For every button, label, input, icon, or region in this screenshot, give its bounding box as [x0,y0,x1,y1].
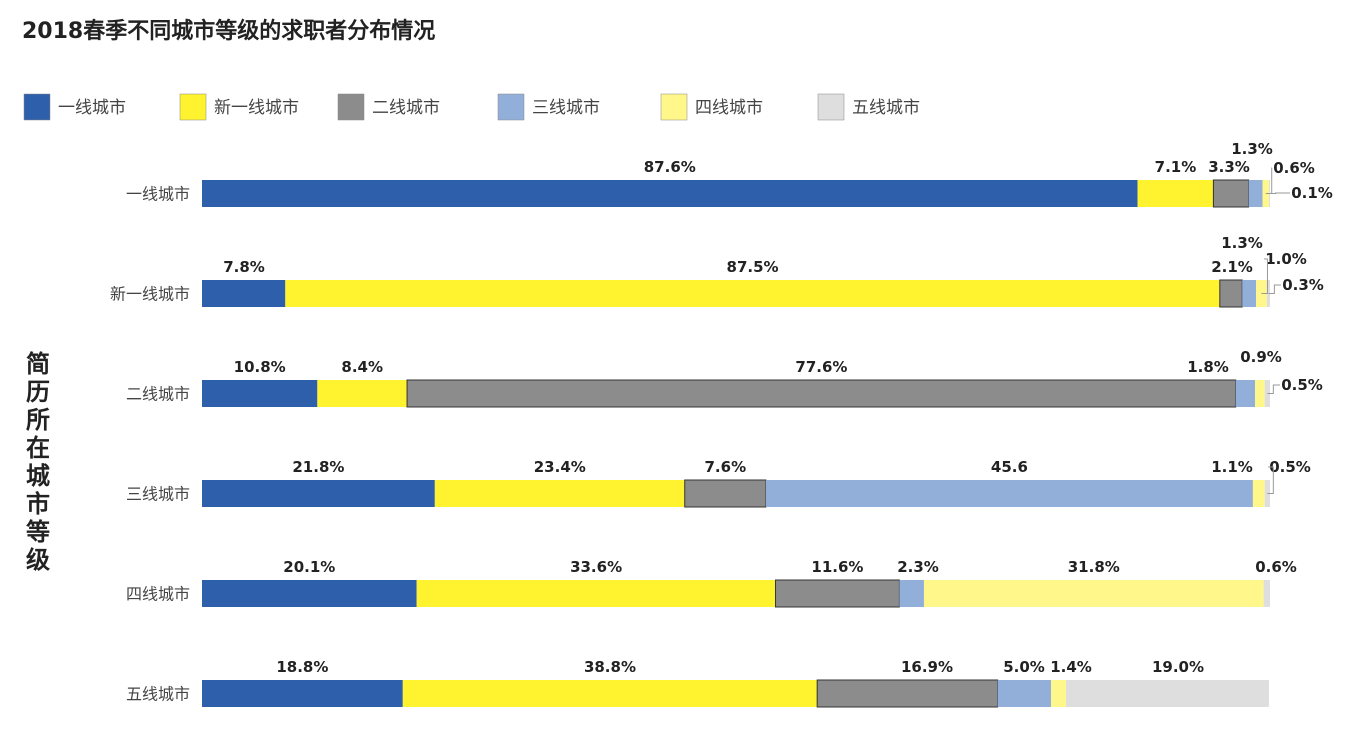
value-label: 16.9% [901,658,953,676]
legend: 一线城市 新一线城市 二线城市 三线城市 四线城市 五线城市 [23,93,920,121]
leader-line [1269,192,1290,194]
value-label: 11.6% [811,558,863,576]
bar-segment [202,680,403,707]
leader-line [1267,466,1274,494]
bar-segment [1066,680,1269,707]
bar-segment [434,480,685,507]
value-label: 0.3% [1282,276,1324,294]
category-label: 三线城市 [126,485,190,504]
leader-line [1268,284,1281,294]
value-label: 1.3% [1231,140,1273,158]
value-label: 31.8% [1068,558,1120,576]
bar-segment [1248,180,1263,207]
legend-swatch-3 [337,93,365,121]
leader-line [1265,167,1273,194]
value-label: 1.1% [1211,458,1253,476]
value-label: 21.8% [292,458,344,476]
bar-segment [684,479,767,508]
bar-segment [1051,680,1067,707]
value-label: 33.6% [570,558,622,576]
bar-segment [1212,179,1250,208]
value-label: 10.8% [234,358,286,376]
category-label: 四线城市 [126,585,190,604]
bar-segment [1263,580,1270,607]
y-axis-label: 简历所在城市等级 [26,350,50,574]
value-label: 8.4% [341,358,383,376]
category-label: 一线城市 [126,185,190,204]
value-label: 3.3% [1208,158,1250,176]
legend-swatch-4 [497,93,525,121]
value-label: 20.1% [283,558,335,576]
bar-segment [1219,279,1243,308]
bar-segment [765,480,1253,507]
value-label: 2.1% [1211,258,1253,276]
value-label: 87.6% [644,158,696,176]
value-label: 38.8% [584,658,636,676]
bar-segment [997,680,1052,707]
bar-segment [1235,380,1256,407]
bar-segment [416,580,776,607]
legend-label-5: 四线城市 [695,98,763,118]
value-label: 7.6% [705,458,747,476]
bar-segment [202,580,417,607]
value-label: 0.9% [1240,348,1282,366]
value-label: 0.6% [1255,558,1297,576]
value-label: 0.5% [1269,458,1311,476]
chart-title: 2018春季不同城市等级的求职者分布情况 [22,18,435,44]
value-label: 1.4% [1050,658,1092,676]
value-label: 0.6% [1273,159,1315,177]
legend-label-4: 三线城市 [532,98,600,118]
bar-segment [202,280,286,307]
bar-segment [402,680,818,707]
bar-segment [202,480,435,507]
value-label: 23.4% [534,458,586,476]
bar-segment [775,579,900,608]
legend-swatch-6 [817,93,845,121]
bar-segment [923,580,1264,607]
value-label: 2.3% [897,558,939,576]
value-label: 1.0% [1265,250,1307,268]
bars [202,179,1270,708]
value-labels: 87.6% 7.1% 3.3%1.3%0.6%0.1%7.8% 87.5% 2.1%1.… [223,140,1333,676]
bar-segment [1255,380,1265,407]
value-label: 45.6 [991,458,1028,476]
value-label: 77.6% [795,358,847,376]
legend-swatch-1 [23,93,51,121]
value-label: 1.8% [1187,358,1229,376]
value-label: 1.3% [1221,234,1263,252]
value-label: 18.8% [276,658,328,676]
bar-segment [1242,280,1257,307]
legend-label-1: 一线城市 [58,98,126,118]
bar-segment [285,280,1220,307]
legend-swatch-2 [179,93,207,121]
value-label: 19.0% [1152,658,1204,676]
bar-segment [317,380,408,407]
bar-segment [202,180,1138,207]
bar-segment [816,679,999,708]
leader-lines [1261,167,1290,494]
legend-label-2: 新一线城市 [214,98,299,118]
bar-segment [202,380,318,407]
value-label: 7.8% [223,258,265,276]
bar-segment [406,379,1237,408]
value-label: 87.5% [727,258,779,276]
leader-line [1261,258,1268,294]
category-label: 新一线城市 [110,285,190,304]
legend-label-6: 五线城市 [852,98,920,118]
category-label: 五线城市 [126,685,190,704]
bar-segment [899,580,924,607]
value-label: 0.1% [1291,184,1333,202]
value-label: 5.0% [1003,658,1045,676]
legend-swatch-5 [660,93,688,121]
category-label: 二线城市 [126,385,190,404]
bar-segment [1137,180,1214,207]
legend-label-3: 二线城市 [372,98,440,118]
bar-segment [1252,480,1265,507]
value-label: 7.1% [1155,158,1197,176]
value-label: 0.5% [1281,376,1323,394]
leader-line [1267,384,1280,394]
